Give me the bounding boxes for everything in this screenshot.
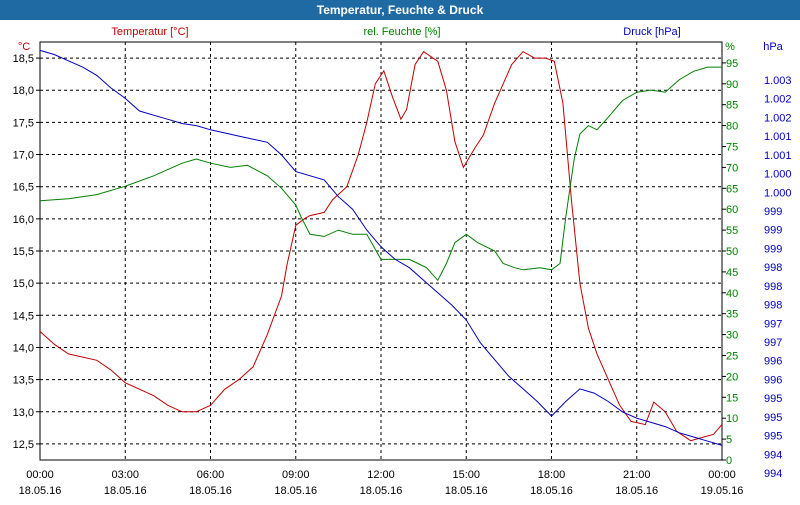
humidity-unit-label: % [725, 41, 735, 53]
x-tick-date: 18.05.16 [274, 485, 317, 497]
pressure-axis-title: Druck [hPa] [623, 26, 680, 38]
pressure-tick-label: 996 [764, 374, 782, 386]
temperature-tick-label: 15,5 [13, 246, 34, 258]
humidity-tick-label: 80 [726, 121, 738, 133]
pressure-tick-label: 999 [764, 225, 782, 237]
series-line-pressure [39, 49, 723, 446]
humidity-tick-label: 20 [726, 371, 738, 383]
pressure-tick-label: 994 [764, 468, 782, 480]
x-tick-date: 19.05.16 [701, 485, 744, 497]
pressure-tick-label: 998 [764, 262, 782, 274]
pressure-tick-label: 996 [764, 356, 782, 368]
humidity-tick-label: 0 [726, 455, 732, 467]
x-tick-date: 18.05.16 [445, 485, 488, 497]
temperature-tick-label: 14,0 [13, 342, 34, 354]
x-tick-time: 09:00 [282, 469, 310, 481]
pressure-tick-label: 995 [764, 431, 782, 443]
humidity-tick-label: 50 [726, 246, 738, 258]
chart-title: Temperatur, Feuchte & Druck [0, 0, 800, 20]
temperature-tick-label: 14,5 [13, 310, 34, 322]
pressure-tick-label: 997 [764, 337, 782, 349]
pressure-tick-label: 999 [764, 206, 782, 218]
pressure-tick-label: 1.000 [764, 169, 792, 181]
humidity-tick-label: 35 [726, 309, 738, 321]
chart-area: 00:00 18.05.16 03:00 18.05.16 06:00 18.05.16 0… [0, 20, 800, 500]
humidity-tick-label: 15 [726, 392, 738, 404]
humidity-tick-label: 25 [726, 351, 738, 363]
x-tick-time: 00:00 [26, 469, 54, 481]
humidity-tick-label: 30 [726, 330, 738, 342]
humidity-tick-label: 85 [726, 100, 738, 112]
x-tick-time: 06:00 [197, 469, 225, 481]
x-tick-date: 18.05.16 [360, 485, 403, 497]
humidity-tick-label: 75 [726, 142, 738, 154]
chart-svg: 00:00 18.05.16 03:00 18.05.16 06:00 18.05.16 0… [13, 26, 792, 497]
pressure-tick-label: 1.002 [764, 94, 792, 106]
temperature-tick-label: 12,5 [13, 439, 34, 451]
labels-layer: 00:00 18.05.16 03:00 18.05.16 06:00 18.05.16 0… [13, 26, 792, 497]
pressure-tick-label: 1.001 [764, 150, 792, 162]
x-tick-time: 00:00 [708, 469, 736, 481]
temperature-tick-label: 17,0 [13, 150, 34, 162]
x-tick-time: 12:00 [367, 469, 395, 481]
humidity-tick-label: 65 [726, 183, 738, 195]
pressure-tick-label: 995 [764, 393, 782, 405]
humidity-tick-label: 95 [726, 58, 738, 70]
x-tick-date: 18.05.16 [19, 485, 62, 497]
temperature-tick-label: 13,0 [13, 407, 34, 419]
pressure-tick-label: 1.003 [764, 75, 792, 87]
humidity-tick-label: 90 [726, 79, 738, 91]
series-line-humidity [39, 66, 722, 282]
temperature-unit-label: °C [18, 41, 30, 53]
humidity-tick-label: 60 [726, 204, 738, 216]
humidity-tick-label: 5 [726, 434, 732, 446]
pressure-tick-label: 998 [764, 281, 782, 293]
humidity-tick-label: 10 [726, 413, 738, 425]
temperature-tick-label: 15,0 [13, 278, 34, 290]
temperature-tick-label: 18,0 [13, 85, 34, 97]
pressure-unit-label: hPa [763, 41, 783, 53]
series-layer [39, 49, 723, 446]
x-tick-time: 21:00 [623, 469, 651, 481]
x-tick-time: 18:00 [538, 469, 566, 481]
grid [36, 42, 726, 461]
temperature-tick-label: 16,0 [13, 214, 34, 226]
pressure-tick-label: 1.001 [764, 131, 792, 143]
x-tick-date: 18.05.16 [189, 485, 232, 497]
x-tick-time: 03:00 [111, 469, 139, 481]
humidity-axis-title: rel. Feuchte [%] [363, 26, 440, 38]
pressure-tick-label: 994 [764, 449, 782, 461]
x-tick-date: 18.05.16 [530, 485, 573, 497]
x-tick-time: 15:00 [452, 469, 480, 481]
x-tick-date: 18.05.16 [104, 485, 147, 497]
pressure-tick-label: 998 [764, 300, 782, 312]
humidity-tick-label: 40 [726, 288, 738, 300]
temperature-tick-label: 13,5 [13, 375, 34, 387]
temperature-tick-label: 18,5 [13, 53, 34, 65]
pressure-tick-label: 1.000 [764, 187, 792, 199]
humidity-tick-label: 55 [726, 225, 738, 237]
series-line-temperature [39, 50, 723, 442]
pressure-tick-label: 997 [764, 318, 782, 330]
x-tick-date: 18.05.16 [615, 485, 658, 497]
temperature-axis-title: Temperatur [°C] [111, 26, 188, 38]
temperature-tick-label: 16,5 [13, 182, 34, 194]
temperature-tick-label: 17,5 [13, 117, 34, 129]
pressure-tick-label: 1.002 [764, 112, 792, 124]
humidity-tick-label: 45 [726, 267, 738, 279]
pressure-tick-label: 999 [764, 243, 782, 255]
humidity-tick-label: 70 [726, 162, 738, 174]
pressure-tick-label: 995 [764, 412, 782, 424]
